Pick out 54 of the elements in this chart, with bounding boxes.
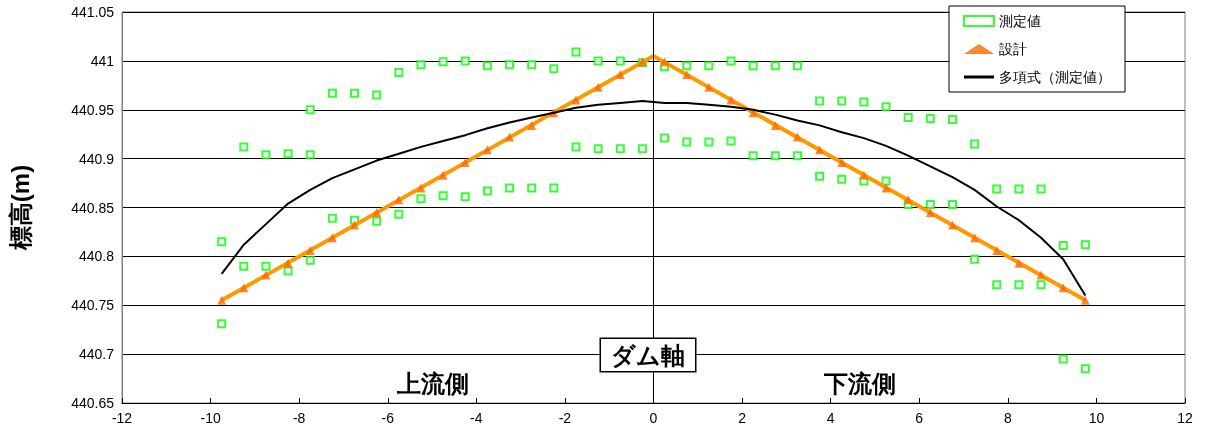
legend-label: 測定値 [999,13,1041,29]
x-tick-label: -6 [381,410,395,426]
point [992,246,1002,256]
y-axis-title: 標高(m) [6,164,34,252]
x-tick-label: -8 [292,410,306,426]
point [1014,258,1024,268]
y-tick-label: 440.9 [78,150,115,167]
point [571,95,581,105]
point [947,220,957,230]
point [505,132,515,142]
x-tick-label: -2 [558,410,572,426]
point [527,120,537,130]
point [704,82,714,92]
annotation: ダム軸 [611,341,685,369]
y-tick-label: 440.8 [78,248,115,265]
point [660,57,670,67]
x-tick-label: -10 [200,410,221,426]
point [350,220,360,230]
x-tick-label: 2 [738,410,747,426]
y-tick-label: 441 [90,52,115,69]
point [925,207,935,217]
y-tick-label: 440.65 [71,395,115,411]
x-tick-label: 12 [1177,410,1193,426]
x-tick-label: -12 [111,410,133,426]
x-tick-label: 8 [1003,410,1012,426]
y-tick-label: 440.95 [71,101,115,118]
legend-label: 設計 [999,41,1027,57]
y-tick-label: 441.05 [71,4,115,20]
point [283,258,293,268]
point [482,145,492,155]
x-tick-label: 4 [826,410,835,426]
point [217,295,227,305]
point [372,207,382,217]
point [770,120,780,130]
point [615,70,625,80]
point [859,170,869,180]
annotation: 下流側 [823,369,896,397]
annotation: 上流側 [396,369,469,397]
x-tick-label: 0 [649,410,658,426]
y-tick-label: 440.7 [78,346,115,363]
point [593,82,603,92]
point [438,170,448,180]
x-tick-label: -4 [470,410,483,426]
legend-label: 多項式（測定値） [999,69,1111,85]
x-tick-label: 10 [1088,410,1105,426]
point [305,246,315,256]
point [726,95,736,105]
y-tick-label: 440.85 [71,199,115,216]
y-tick-label: 440.75 [71,297,115,314]
point [1080,295,1090,305]
point [416,183,426,193]
point [682,70,692,80]
x-tick-label: 6 [915,410,924,426]
point [792,132,802,142]
